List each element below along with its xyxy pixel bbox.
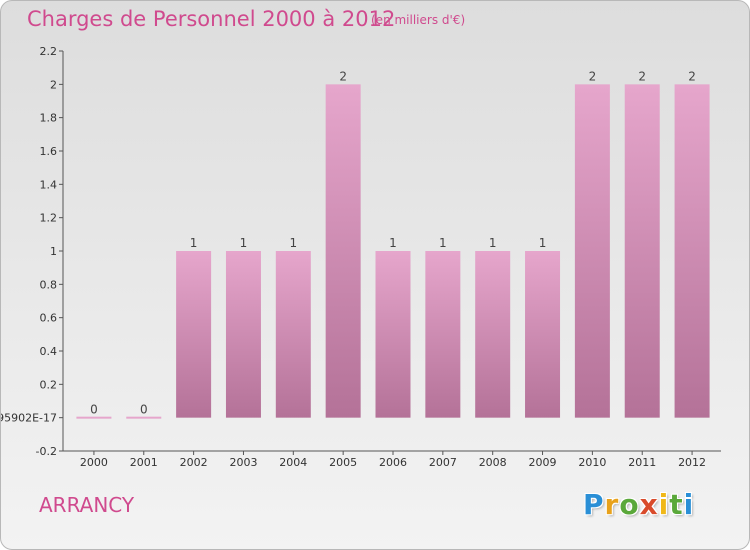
x-tick-label-2009: 2009 [529, 456, 557, 469]
x-tick-label-2008: 2008 [479, 456, 507, 469]
y-tick-label: 0.6 [40, 312, 58, 325]
x-tick-label-2001: 2001 [130, 456, 158, 469]
y-tick-label: 0.2 [40, 378, 58, 391]
logo-letter: o [619, 488, 640, 521]
bar-2001 [126, 416, 162, 419]
proxiti-logo: Proxiti [583, 488, 694, 521]
logo-letter: r [604, 488, 620, 521]
logo-letter: P [583, 488, 605, 521]
value-label-2005: 2 [339, 69, 347, 83]
bar-2002 [176, 251, 212, 418]
logo-letter: i [658, 488, 670, 521]
y-tick-label: 2 [50, 78, 57, 91]
value-label-2004: 1 [289, 236, 297, 250]
value-label-2011: 2 [638, 69, 646, 83]
y-tick-label: 1.4 [40, 178, 58, 191]
y-tick-label: -1.5265566588595902E-17 [1, 412, 57, 425]
x-tick-label-2003: 2003 [229, 456, 257, 469]
y-tick-label: 2.2 [40, 45, 58, 58]
value-label-2001: 0 [140, 403, 148, 417]
x-tick-label-2002: 2002 [180, 456, 208, 469]
bar-2011 [624, 84, 660, 418]
bar-2003 [225, 251, 261, 418]
value-label-2008: 1 [489, 236, 497, 250]
y-tick-label: 1.8 [40, 112, 58, 125]
value-label-2007: 1 [439, 236, 447, 250]
value-label-2006: 1 [389, 236, 397, 250]
logo-letter: t [669, 488, 684, 521]
bar-2009 [525, 251, 561, 418]
x-tick-label-2010: 2010 [578, 456, 606, 469]
y-tick-label: 1.2 [40, 212, 58, 225]
bar-2010 [574, 84, 610, 418]
bar-2007 [425, 251, 461, 418]
logo-letter: i [683, 488, 695, 521]
town-name: ARRANCY [39, 493, 135, 517]
y-tick-label: 0.4 [40, 345, 58, 358]
x-tick-label-2011: 2011 [628, 456, 656, 469]
y-tick-label: -0.2 [36, 445, 57, 458]
bar-2000 [76, 416, 112, 419]
bar-2006 [375, 251, 411, 418]
value-label-2000: 0 [90, 403, 98, 417]
x-tick-label-2005: 2005 [329, 456, 357, 469]
value-label-2002: 1 [190, 236, 198, 250]
x-tick-label-2006: 2006 [379, 456, 407, 469]
x-tick-label-2000: 2000 [80, 456, 108, 469]
x-tick-label-2012: 2012 [678, 456, 706, 469]
bar-2012 [674, 84, 710, 418]
y-tick-label: 1.6 [40, 145, 58, 158]
x-tick-label-2004: 2004 [279, 456, 307, 469]
chart-unit: (en milliers d'€) [371, 13, 466, 27]
y-tick-label: 0.8 [40, 278, 58, 291]
bar-2008 [475, 251, 511, 418]
y-tick-label: 1 [50, 245, 57, 258]
value-label-2012: 2 [688, 69, 696, 83]
chart-title: Charges de Personnel 2000 à 2012 [27, 7, 396, 31]
bar-2005 [325, 84, 361, 418]
bar-2004 [275, 251, 311, 418]
value-label-2010: 2 [589, 69, 597, 83]
logo-letter: x [639, 488, 659, 521]
value-label-2003: 1 [240, 236, 248, 250]
value-label-2009: 1 [539, 236, 547, 250]
x-tick-label-2007: 2007 [429, 456, 457, 469]
